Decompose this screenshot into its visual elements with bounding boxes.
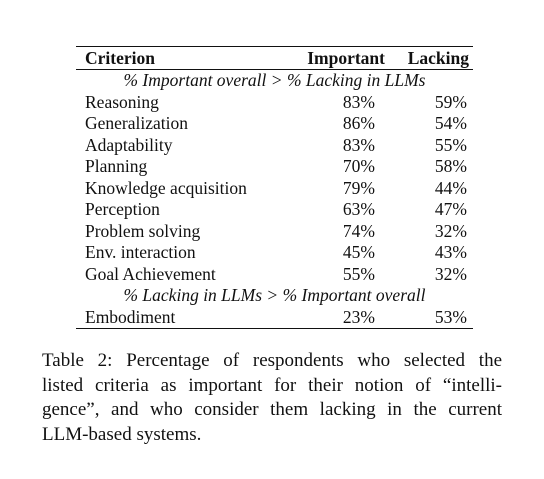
criterion-cell: Goal Achievement: [85, 263, 216, 284]
table-row: Adaptability 83% 55%: [76, 135, 473, 157]
caption-line: LLM-based systems.: [42, 423, 502, 448]
table-top-rule: [76, 46, 473, 47]
important-cell: 74%: [342, 220, 375, 241]
important-cell: 70%: [342, 156, 375, 176]
table-caption: Table 2: Percentage of respondents who s…: [42, 349, 502, 447]
table-body: % Important overall > % Lacking in LLMs R…: [76, 70, 473, 328]
results-table: Criterion Important Lacking % Important …: [76, 46, 473, 329]
table-row: Env. interaction 45% 43%: [76, 242, 473, 264]
lacking-cell: 47%: [434, 199, 467, 219]
criterion-cell: Embodiment: [85, 306, 176, 327]
table-row: Reasoning 83% 59%: [76, 92, 473, 114]
important-cell: 86%: [342, 113, 375, 133]
caption-text: listed criteria as important for their n…: [42, 374, 502, 396]
lacking-cell: 44%: [434, 177, 467, 198]
caption-text: Table 2: Percentage of respondents who s…: [42, 350, 502, 371]
table-row: Problem solving 74% 32%: [76, 221, 473, 243]
lacking-cell: 55%: [434, 134, 467, 155]
criterion-cell: Reasoning: [85, 91, 159, 112]
important-cell: 23%: [342, 306, 375, 327]
important-cell: 55%: [342, 263, 375, 284]
header-important: Important: [307, 48, 385, 68]
lacking-cell: 32%: [434, 263, 467, 284]
table-header-rule: [76, 69, 473, 70]
table-row: Knowledge acquisition 79% 44%: [76, 178, 473, 200]
table-bottom-rule: [76, 328, 473, 329]
table-row: Planning 70% 58%: [76, 156, 473, 178]
criterion-cell: Planning: [85, 156, 148, 176]
table-row: Perception 63% 47%: [76, 199, 473, 221]
criterion-cell: Problem solving: [85, 220, 201, 241]
lacking-cell: 32%: [434, 220, 467, 241]
criterion-cell: Knowledge acquisition: [85, 177, 247, 198]
lacking-cell: 54%: [434, 113, 467, 133]
criterion-cell: Generalization: [85, 113, 189, 133]
table-row: Generalization 86% 54%: [76, 113, 473, 135]
caption-line: gence”, and who consider them lacking in…: [42, 398, 502, 423]
criterion-cell: Perception: [85, 199, 160, 219]
lacking-cell: 53%: [434, 306, 467, 327]
table-row: Embodiment 23% 53%: [76, 307, 473, 329]
important-cell: 79%: [342, 177, 375, 198]
table-row: Goal Achievement 55% 32%: [76, 264, 473, 286]
caption-line: Table 2: Percentage of respondents who s…: [42, 349, 502, 374]
caption-text: LLM-based systems.: [42, 423, 202, 445]
important-cell: 83%: [342, 134, 375, 155]
caption-text: gence”, and who consider them lacking in…: [42, 399, 502, 420]
header-lacking: Lacking: [407, 48, 469, 68]
caption-line: listed criteria as important for their n…: [42, 374, 502, 399]
lacking-cell: 59%: [434, 91, 467, 112]
important-cell: 83%: [342, 91, 375, 112]
lacking-cell: 43%: [434, 242, 467, 262]
section-header-row: % Important overall > % Lacking in LLMs: [123, 70, 426, 90]
table-header-row: Criterion Important Lacking: [76, 47, 473, 69]
lacking-cell: 58%: [434, 156, 467, 176]
important-cell: 63%: [342, 199, 375, 219]
header-criterion: Criterion: [85, 48, 155, 68]
criterion-cell: Env. interaction: [85, 242, 196, 262]
important-cell: 45%: [342, 242, 375, 262]
section-header-row: % Lacking in LLMs > % Important overall: [123, 285, 426, 305]
criterion-cell: Adaptability: [85, 134, 173, 155]
